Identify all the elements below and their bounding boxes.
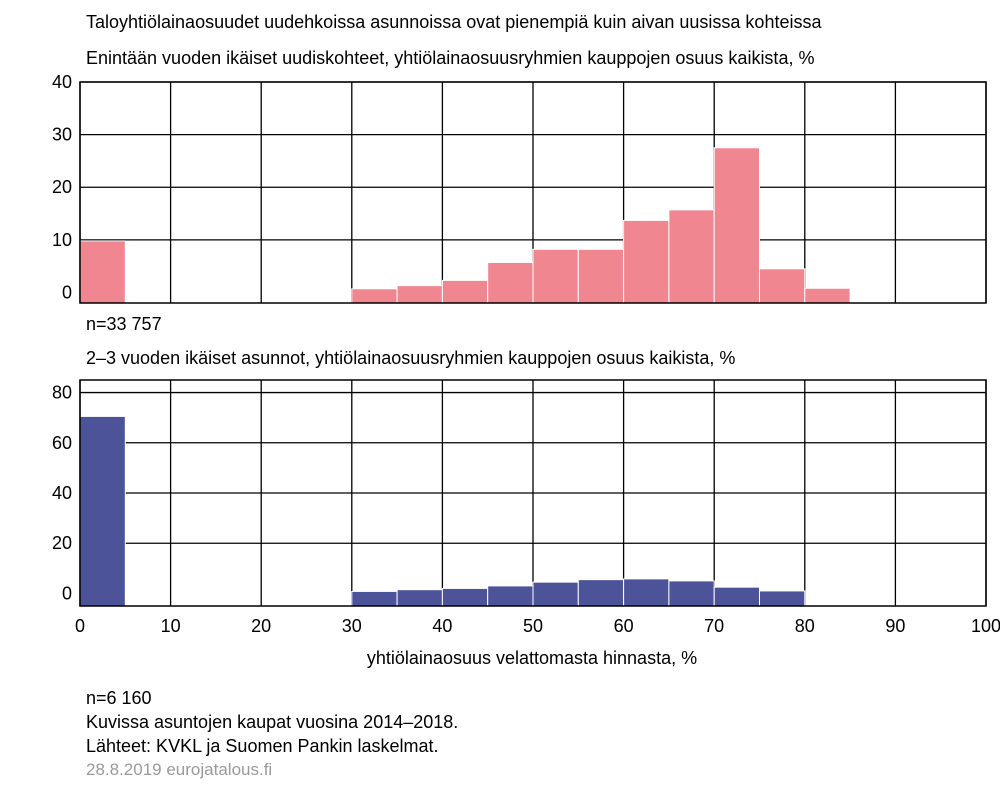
top-y-tick-label: 40 [52,72,72,92]
bottom-x-tick-label: 40 [432,616,452,636]
bottom-x-tick-label: 70 [704,616,724,636]
bottom-x-tick-label: 80 [795,616,815,636]
top-bar [79,240,126,304]
top-y-tick-label: 30 [52,125,72,145]
bottom-x-tick-label: 0 [75,616,85,636]
bottom-x-tick-label: 10 [161,616,181,636]
bottom-bar [441,587,489,607]
top-bar [532,248,579,304]
bottom-bar [351,590,398,607]
bottom-bar [623,578,670,607]
bottom-bar [577,579,625,607]
top-plot-frame [79,81,987,304]
top-bar [577,248,625,304]
bottom-x-tick-label: 20 [251,616,271,636]
bottom-bar [79,415,126,607]
top-y-tick-label: 10 [52,230,72,250]
top-bar [441,279,489,304]
bottom-x-tick-label: 60 [614,616,634,636]
bottom-y-tick-label: 80 [52,383,72,403]
bottom-bar [532,581,579,607]
top-bar [668,209,715,304]
footnote-period: Kuvissa asuntojen kaupat vuosina 2014–20… [86,712,459,732]
bottom-bar [487,585,534,607]
bottom-chart-sample-size: n=6 160 [86,688,152,708]
top-bar [759,268,806,304]
top-chart-sample-size: n=33 757 [86,314,162,334]
bottom-bar [713,586,761,607]
bottom-x-tick-label: 50 [523,616,543,636]
bottom-chart-subtitle: 2–3 vuoden ikäiset asunnot, yhtiölainaos… [86,348,736,368]
bottom-y-tick-label: 60 [52,433,72,453]
top-chart-subtitle: Enintään vuoden ikäiset uudiskohteet, yh… [86,48,815,68]
chart-title: Taloyhtiölainaosuudet uudehkoissa asunno… [86,12,822,32]
bottom-bar [396,589,443,607]
top-bar [487,261,534,304]
x-axis-label: yhtiölainaosuus velattomasta hinnasta, % [366,648,698,668]
bottom-x-tick-label: 30 [342,616,362,636]
top-bar [623,219,670,304]
bottom-y-tick-label: 40 [52,483,72,503]
footnote-sources: Lähteet: KVKL ja Suomen Pankin laskelmat… [86,736,439,756]
top-y-tick-label: 20 [52,177,72,197]
top-bar [351,288,398,304]
top-bar [396,285,443,304]
bottom-bar [759,590,806,607]
top-bar [713,147,761,304]
top-bar [804,287,851,304]
bottom-bar [668,580,715,607]
bottom-y-tick-label: 0 [62,583,72,603]
bottom-x-tick-label: 100 [971,616,1000,636]
bottom-x-tick-label: 90 [885,616,905,636]
bottom-plot-frame [79,379,987,607]
top-y-tick-label: 0 [62,282,72,302]
bottom-y-tick-label: 20 [52,533,72,553]
publication-date: 28.8.2019 eurojatalous.fi [86,760,273,779]
